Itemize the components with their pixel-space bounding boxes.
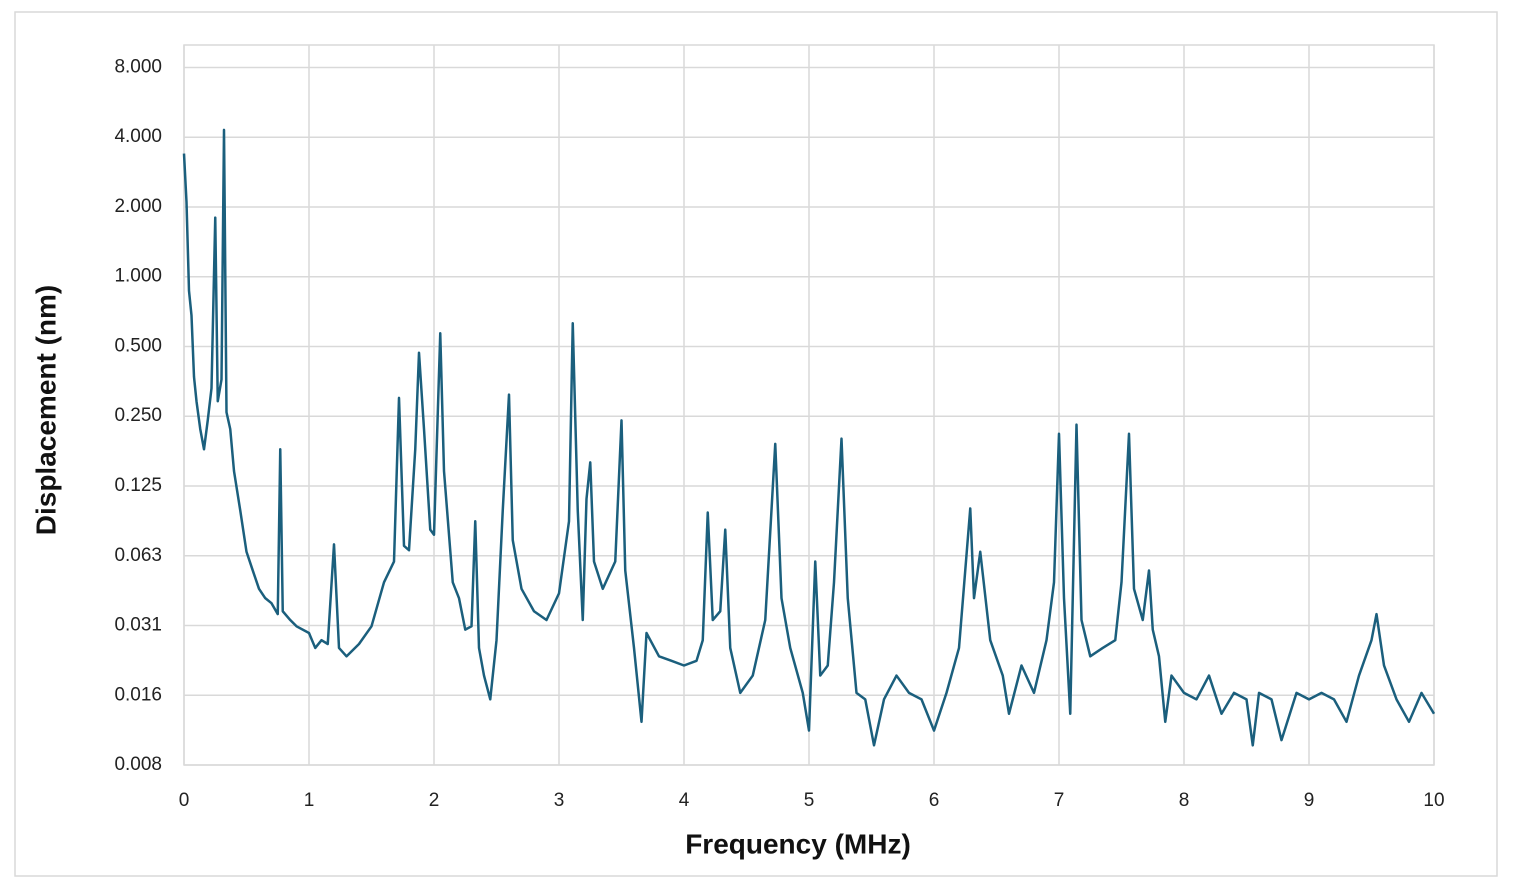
y-tick-label: 0.063 [114,545,162,566]
x-tick-label: 2 [429,790,440,811]
y-tick-label: 2.000 [114,196,162,217]
y-tick-label: 0.250 [114,405,162,426]
data-line [182,128,1436,747]
y-tick-label: 8.000 [114,56,162,77]
y-tick-label: 0.008 [114,754,162,775]
y-tick-label: 0.500 [114,335,162,356]
x-tick-label: 9 [1304,790,1315,811]
x-tick-label: 5 [804,790,815,811]
y-tick-label: 0.016 [114,684,162,705]
x-tick-label: 8 [1179,790,1190,811]
y-axis-title: Displacement (nm) [30,285,61,536]
x-tick-label: 10 [1423,790,1444,811]
x-tick-label: 4 [679,790,690,811]
x-tick-label: 6 [929,790,940,811]
x-axis-title: Frequency (MHz) [685,828,911,859]
y-tick-label: 0.125 [114,475,162,496]
y-tick-label: 4.000 [114,126,162,147]
x-tick-label: 3 [554,790,565,811]
y-tick-label: 1.000 [114,266,162,287]
chart-frame [14,11,1498,877]
x-tick-label: 7 [1054,790,1065,811]
x-tick-label: 0 [179,790,190,811]
y-tick-label: 0.031 [114,615,162,636]
x-tick-label: 1 [304,790,315,811]
